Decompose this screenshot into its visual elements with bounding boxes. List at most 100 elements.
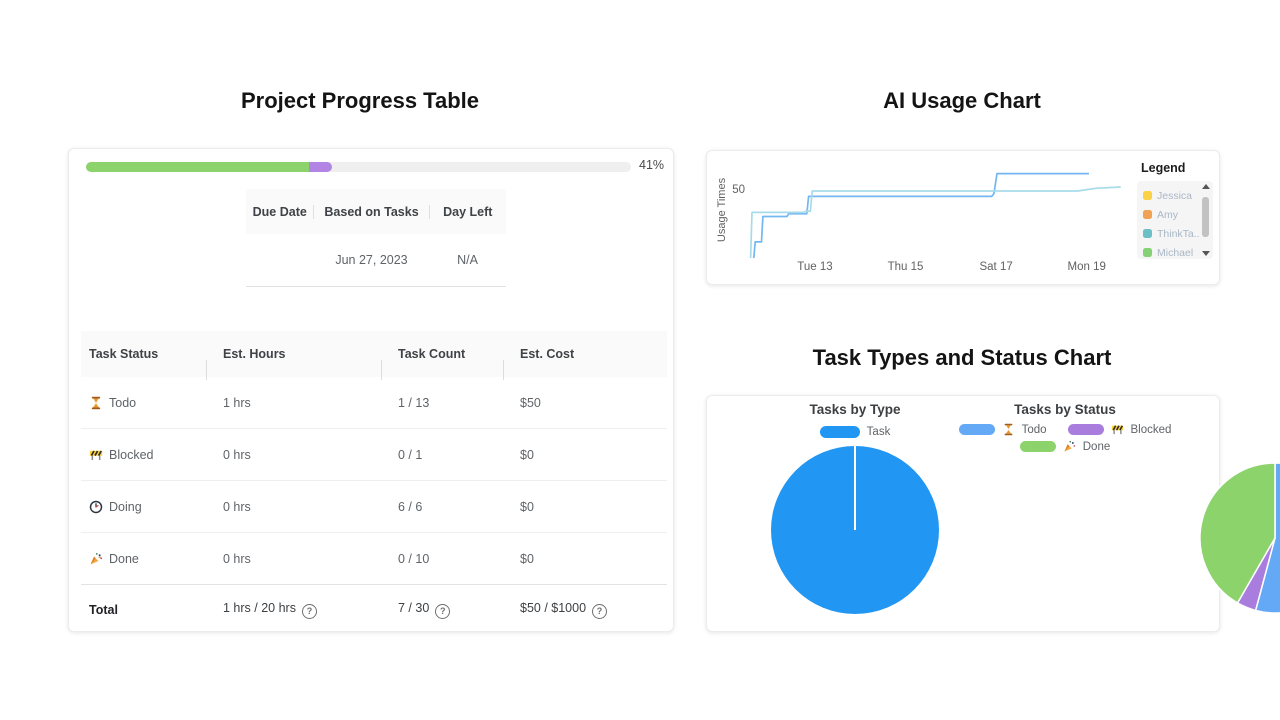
- legend-scrollbar[interactable]: [1201, 184, 1210, 256]
- progress-percent-label: 41%: [639, 158, 665, 172]
- progress-bar-complete-segment: [86, 162, 310, 172]
- based-on-tasks-header: Based on Tasks: [313, 204, 428, 219]
- scroll-up-icon[interactable]: [1202, 184, 1210, 189]
- project-progress-title: Project Progress Table: [240, 88, 479, 113]
- pie-status-svg: [1199, 462, 1280, 614]
- x-axis-tick: Sat 17: [979, 261, 1013, 273]
- row-cost: $0: [520, 447, 534, 462]
- progress-bar-blocked-segment: [309, 162, 333, 172]
- total-hours-value: 1 hrs / 20 hrs: [223, 601, 296, 615]
- scrollbar-thumb[interactable]: [1202, 197, 1209, 237]
- help-icon[interactable]: ?: [592, 604, 608, 619]
- task-status-table: Task Status Est. Hours Task Count Est. C…: [81, 331, 667, 635]
- row-hours: 1 hrs: [223, 395, 251, 410]
- usage-legend-panel[interactable]: Jessica Amy ThinkTa.. Michael: [1137, 181, 1213, 259]
- tasks-by-status-title: Tasks by Status: [1014, 402, 1116, 417]
- legend-label: Amy: [1157, 208, 1178, 221]
- est-cost-header: Est. Cost: [503, 347, 667, 380]
- based-on-tasks-value: Jun 27, 2023: [335, 253, 408, 267]
- project-progress-card: 41% Due Date Based on Tasks Day Left Jun…: [68, 148, 674, 632]
- legend-label: Michael: [1157, 246, 1194, 259]
- row-cost: $0: [520, 499, 534, 514]
- task-status-header: Task Status: [89, 347, 159, 361]
- legend-item-thinktank[interactable]: ThinkTa..: [1143, 224, 1199, 243]
- hourglass-icon: [1004, 423, 1012, 436]
- row-count: 0 / 1: [398, 447, 423, 462]
- legend-swatch[interactable]: [1067, 424, 1104, 435]
- usage-chart-card: Usage Times 50 Tue 13 Thu 15 Sat 17 Mon …: [706, 150, 1220, 285]
- task-count-header: Task Count: [381, 347, 503, 380]
- total-cost: $50 / $1000?: [503, 601, 667, 619]
- scroll-down-icon[interactable]: [1202, 251, 1210, 256]
- est-hours-header: Est. Hours: [206, 347, 381, 380]
- legend-label[interactable]: Todo: [1021, 423, 1047, 436]
- legend-swatch[interactable]: [1019, 441, 1056, 452]
- x-axis-tick: Tue 13: [797, 261, 833, 273]
- row-hours: 0 hrs: [223, 499, 251, 514]
- row-label: Done: [109, 551, 139, 566]
- tasks-by-type-legend: Task: [707, 426, 1003, 438]
- legend-label: ThinkTa..: [1157, 227, 1199, 240]
- row-cost: $50: [520, 395, 541, 410]
- x-axis-tick: Mon 19: [1067, 261, 1106, 273]
- party-icon: [1064, 440, 1075, 452]
- hourglass-icon: [91, 396, 101, 409]
- row-label: Doing: [109, 499, 142, 514]
- legend-label: Jessica: [1157, 189, 1193, 202]
- legend-swatch: [1143, 210, 1152, 219]
- legend-item-michael[interactable]: Michael: [1143, 243, 1199, 259]
- row-count: 1 / 13: [398, 395, 430, 410]
- table-row-total: Total 1 hrs / 20 hrs? 7 / 30? $50 / $100…: [81, 584, 667, 635]
- usage-lines: [749, 172, 1121, 259]
- clock-icon: [89, 500, 103, 513]
- day-left-value: N/A: [457, 253, 478, 267]
- tasks-by-status-legend-row1: Todo Blocked: [917, 423, 1213, 436]
- legend-item-amy[interactable]: Amy: [1143, 205, 1199, 224]
- total-count: 7 / 30?: [381, 601, 503, 619]
- task-types-title: Task Types and Status Chart: [812, 345, 1112, 370]
- barrier-icon: [89, 450, 103, 460]
- due-date-table: Due Date Based on Tasks Day Left Jun 27,…: [246, 189, 506, 287]
- legend-label[interactable]: Done: [1082, 440, 1111, 453]
- due-date-table-row: Jun 27, 2023 N/A: [246, 234, 506, 287]
- legend-swatch[interactable]: [958, 424, 995, 435]
- due-date-table-header: Due Date Based on Tasks Day Left: [246, 189, 506, 234]
- barrier-icon: [1111, 425, 1123, 435]
- row-label: Blocked: [109, 447, 154, 462]
- legend-label[interactable]: Task: [866, 426, 891, 438]
- ai-usage-title: AI Usage Chart: [883, 88, 1041, 113]
- pie-type-svg: [771, 446, 939, 614]
- legend-item-jessica[interactable]: Jessica: [1143, 186, 1199, 205]
- help-icon[interactable]: ?: [301, 604, 317, 619]
- legend-title: Legend: [1141, 161, 1186, 175]
- legend-swatch: [1143, 248, 1152, 257]
- progress-bar: [86, 162, 631, 172]
- task-table-header: Task Status Est. Hours Task Count Est. C…: [81, 331, 667, 380]
- x-axis-tick: Thu 15: [887, 261, 924, 273]
- legend-swatch: [1143, 191, 1152, 200]
- row-hours: 0 hrs: [223, 551, 251, 566]
- legend-label[interactable]: Blocked: [1130, 423, 1172, 436]
- table-row-blocked: Blocked 0 hrs 0 / 1 $0: [81, 429, 667, 481]
- legend-swatch[interactable]: [819, 426, 860, 438]
- total-hours: 1 hrs / 20 hrs?: [206, 601, 381, 619]
- row-hours: 0 hrs: [223, 447, 251, 462]
- total-label: Total: [89, 603, 118, 617]
- tasks-by-type-title: Tasks by Type: [809, 402, 901, 417]
- row-count: 6 / 6: [398, 499, 423, 514]
- party-icon: [90, 552, 103, 564]
- table-row-todo: Todo 1 hrs 1 / 13 $50: [81, 377, 667, 429]
- total-count-value: 7 / 30: [398, 601, 430, 615]
- due-date-header: Due Date: [252, 204, 307, 219]
- tasks-by-status-legend-row2: Done: [917, 440, 1213, 453]
- legend-swatch: [1143, 229, 1152, 238]
- table-row-doing: Doing 0 hrs 6 / 6 $0: [81, 481, 667, 533]
- row-cost: $0: [520, 551, 534, 566]
- day-left-header: Day Left: [428, 204, 506, 219]
- table-row-done: Done 0 hrs 0 / 10 $0: [81, 533, 667, 585]
- total-cost-value: $50 / $1000: [520, 601, 587, 615]
- task-charts-card: Tasks by Type Task Tasks by Status Todo: [706, 395, 1280, 632]
- help-icon[interactable]: ?: [435, 604, 451, 619]
- row-count: 0 / 10: [398, 551, 430, 566]
